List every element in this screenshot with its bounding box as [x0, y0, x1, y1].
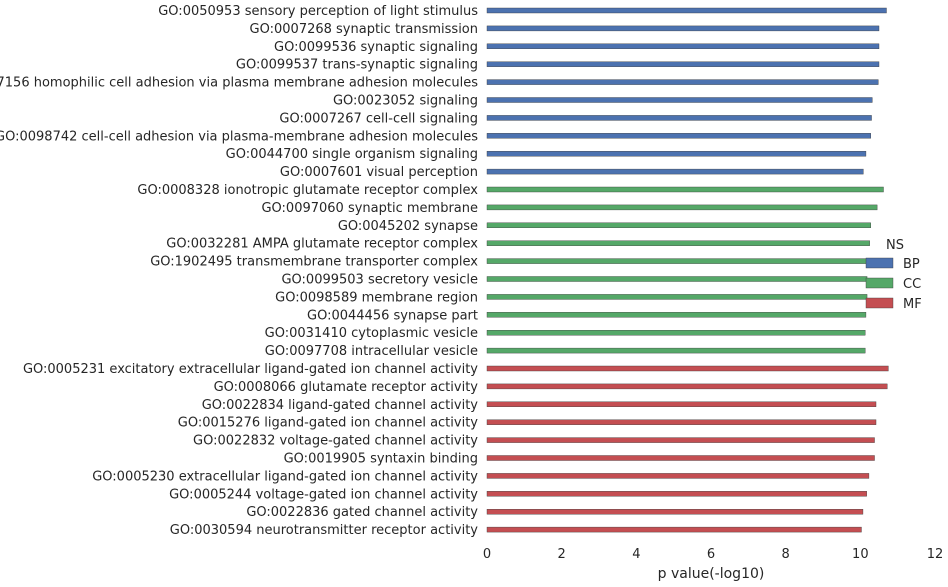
category-labels-layer: GO:0050953 sensory perception of light s… [0, 4, 478, 538]
category-label: GO:0008328 ionotropic glutamate receptor… [137, 183, 478, 198]
x-axis: 0 2 4 6 8 10 12 [483, 547, 943, 562]
category-label: GO:0023052 signaling [333, 94, 478, 109]
x-tick-label: 6 [707, 547, 715, 562]
category-label: GO:0007268 synaptic transmission [250, 22, 478, 37]
bar-bp [486, 43, 880, 49]
x-tick-label: 4 [632, 547, 640, 562]
bar-cc [486, 240, 870, 246]
legend-title: NS [886, 238, 904, 253]
category-label: GO:0022836 gated channel activity [246, 505, 478, 520]
category-label: GO:0022832 voltage-gated channel activit… [193, 434, 478, 449]
category-label: GO:0045202 synapse [338, 219, 478, 234]
category-label: GO:0099537 trans-synaptic signaling [236, 58, 478, 73]
category-label: GO:0007267 cell-cell signaling [279, 111, 478, 126]
bar-mf [486, 401, 877, 407]
category-label: GO:0097708 intracellular vesicle [265, 344, 478, 359]
legend-label-bp: BP [903, 257, 920, 272]
category-label: GO:0044700 single organism signaling [226, 147, 478, 162]
category-label: GO:0044456 synapse part [307, 308, 478, 323]
category-label: GO:0005230 extracellular ligand-gated io… [92, 469, 478, 484]
category-label: GO:0008066 glutamate receptor activity [214, 380, 479, 395]
bar-cc [486, 330, 866, 336]
legend-swatch-mf [865, 297, 894, 309]
category-label: GO:0031410 cytoplasmic vesicle [265, 326, 478, 341]
category-label: GO:0007156 homophilic cell adhesion via … [0, 76, 478, 91]
bar-bp [486, 7, 887, 14]
x-tick-label: 12 [927, 547, 944, 562]
bar-cc [486, 276, 868, 282]
legend-swatch-bp [865, 257, 894, 269]
category-label: GO:0019905 syntaxin binding [284, 452, 478, 467]
bar-bp [486, 97, 873, 103]
category-label: GO:0007601 visual perception [280, 165, 478, 180]
bar-bp [486, 61, 880, 67]
bar-cc [486, 222, 871, 229]
bar-cc [486, 258, 868, 264]
category-label: GO:0005244 voltage-gated ion channel act… [169, 487, 478, 502]
category-label: GO:0005231 excitatory extracellular liga… [23, 362, 478, 377]
bar-cc [486, 347, 866, 354]
category-label: GO:0015276 ligand-gated ion channel acti… [178, 416, 479, 431]
category-label: GO:0098742 cell-cell adhesion via plasma… [0, 129, 478, 144]
legend-label-mf: MF [903, 297, 922, 312]
bars-layer [486, 7, 889, 533]
bar-bp [486, 168, 864, 175]
x-tick-label: 2 [558, 547, 566, 562]
category-label: GO:0097060 synaptic membrane [261, 201, 478, 216]
bar-mf [486, 509, 864, 515]
bar-cc [486, 204, 878, 211]
x-axis-label: p value(-log10) [658, 566, 765, 582]
legend-label-cc: CC [903, 277, 921, 292]
x-tick-label: 0 [483, 547, 491, 562]
bar-cc [486, 294, 868, 300]
category-label: GO:0098589 membrane region [275, 290, 478, 305]
category-label: GO:0022834 ligand-gated channel activity [202, 398, 479, 413]
bar-mf [486, 419, 877, 425]
x-tick-label: 8 [782, 547, 790, 562]
category-label: GO:0032281 AMPA glutamate receptor compl… [166, 237, 478, 252]
legend: NS BP CC MF [865, 238, 922, 312]
legend-swatch-cc [865, 277, 894, 289]
bar-cc [486, 186, 884, 193]
bar-bp [486, 150, 867, 157]
bar-bp [486, 79, 879, 85]
bar-mf [486, 437, 875, 443]
category-label: GO:0050953 sensory perception of light s… [158, 4, 478, 19]
bar-cc [486, 312, 867, 318]
bar-bp [486, 115, 872, 121]
bar-bp [486, 133, 871, 139]
bar-bp [486, 25, 880, 32]
bar-mf [486, 526, 862, 533]
bar-mf [486, 473, 870, 479]
bar-mf [486, 491, 867, 497]
bar-mf [486, 365, 889, 372]
category-label: GO:0099503 secretory vesicle [281, 273, 478, 288]
category-label: GO:0099536 synaptic signaling [274, 40, 478, 55]
category-label: GO:1902495 transmembrane transporter com… [150, 255, 478, 270]
x-tick-label: 10 [852, 547, 869, 562]
bar-mf [486, 383, 888, 390]
category-label: GO:0030594 neurotransmitter receptor act… [170, 523, 479, 538]
bar-mf [486, 455, 875, 461]
